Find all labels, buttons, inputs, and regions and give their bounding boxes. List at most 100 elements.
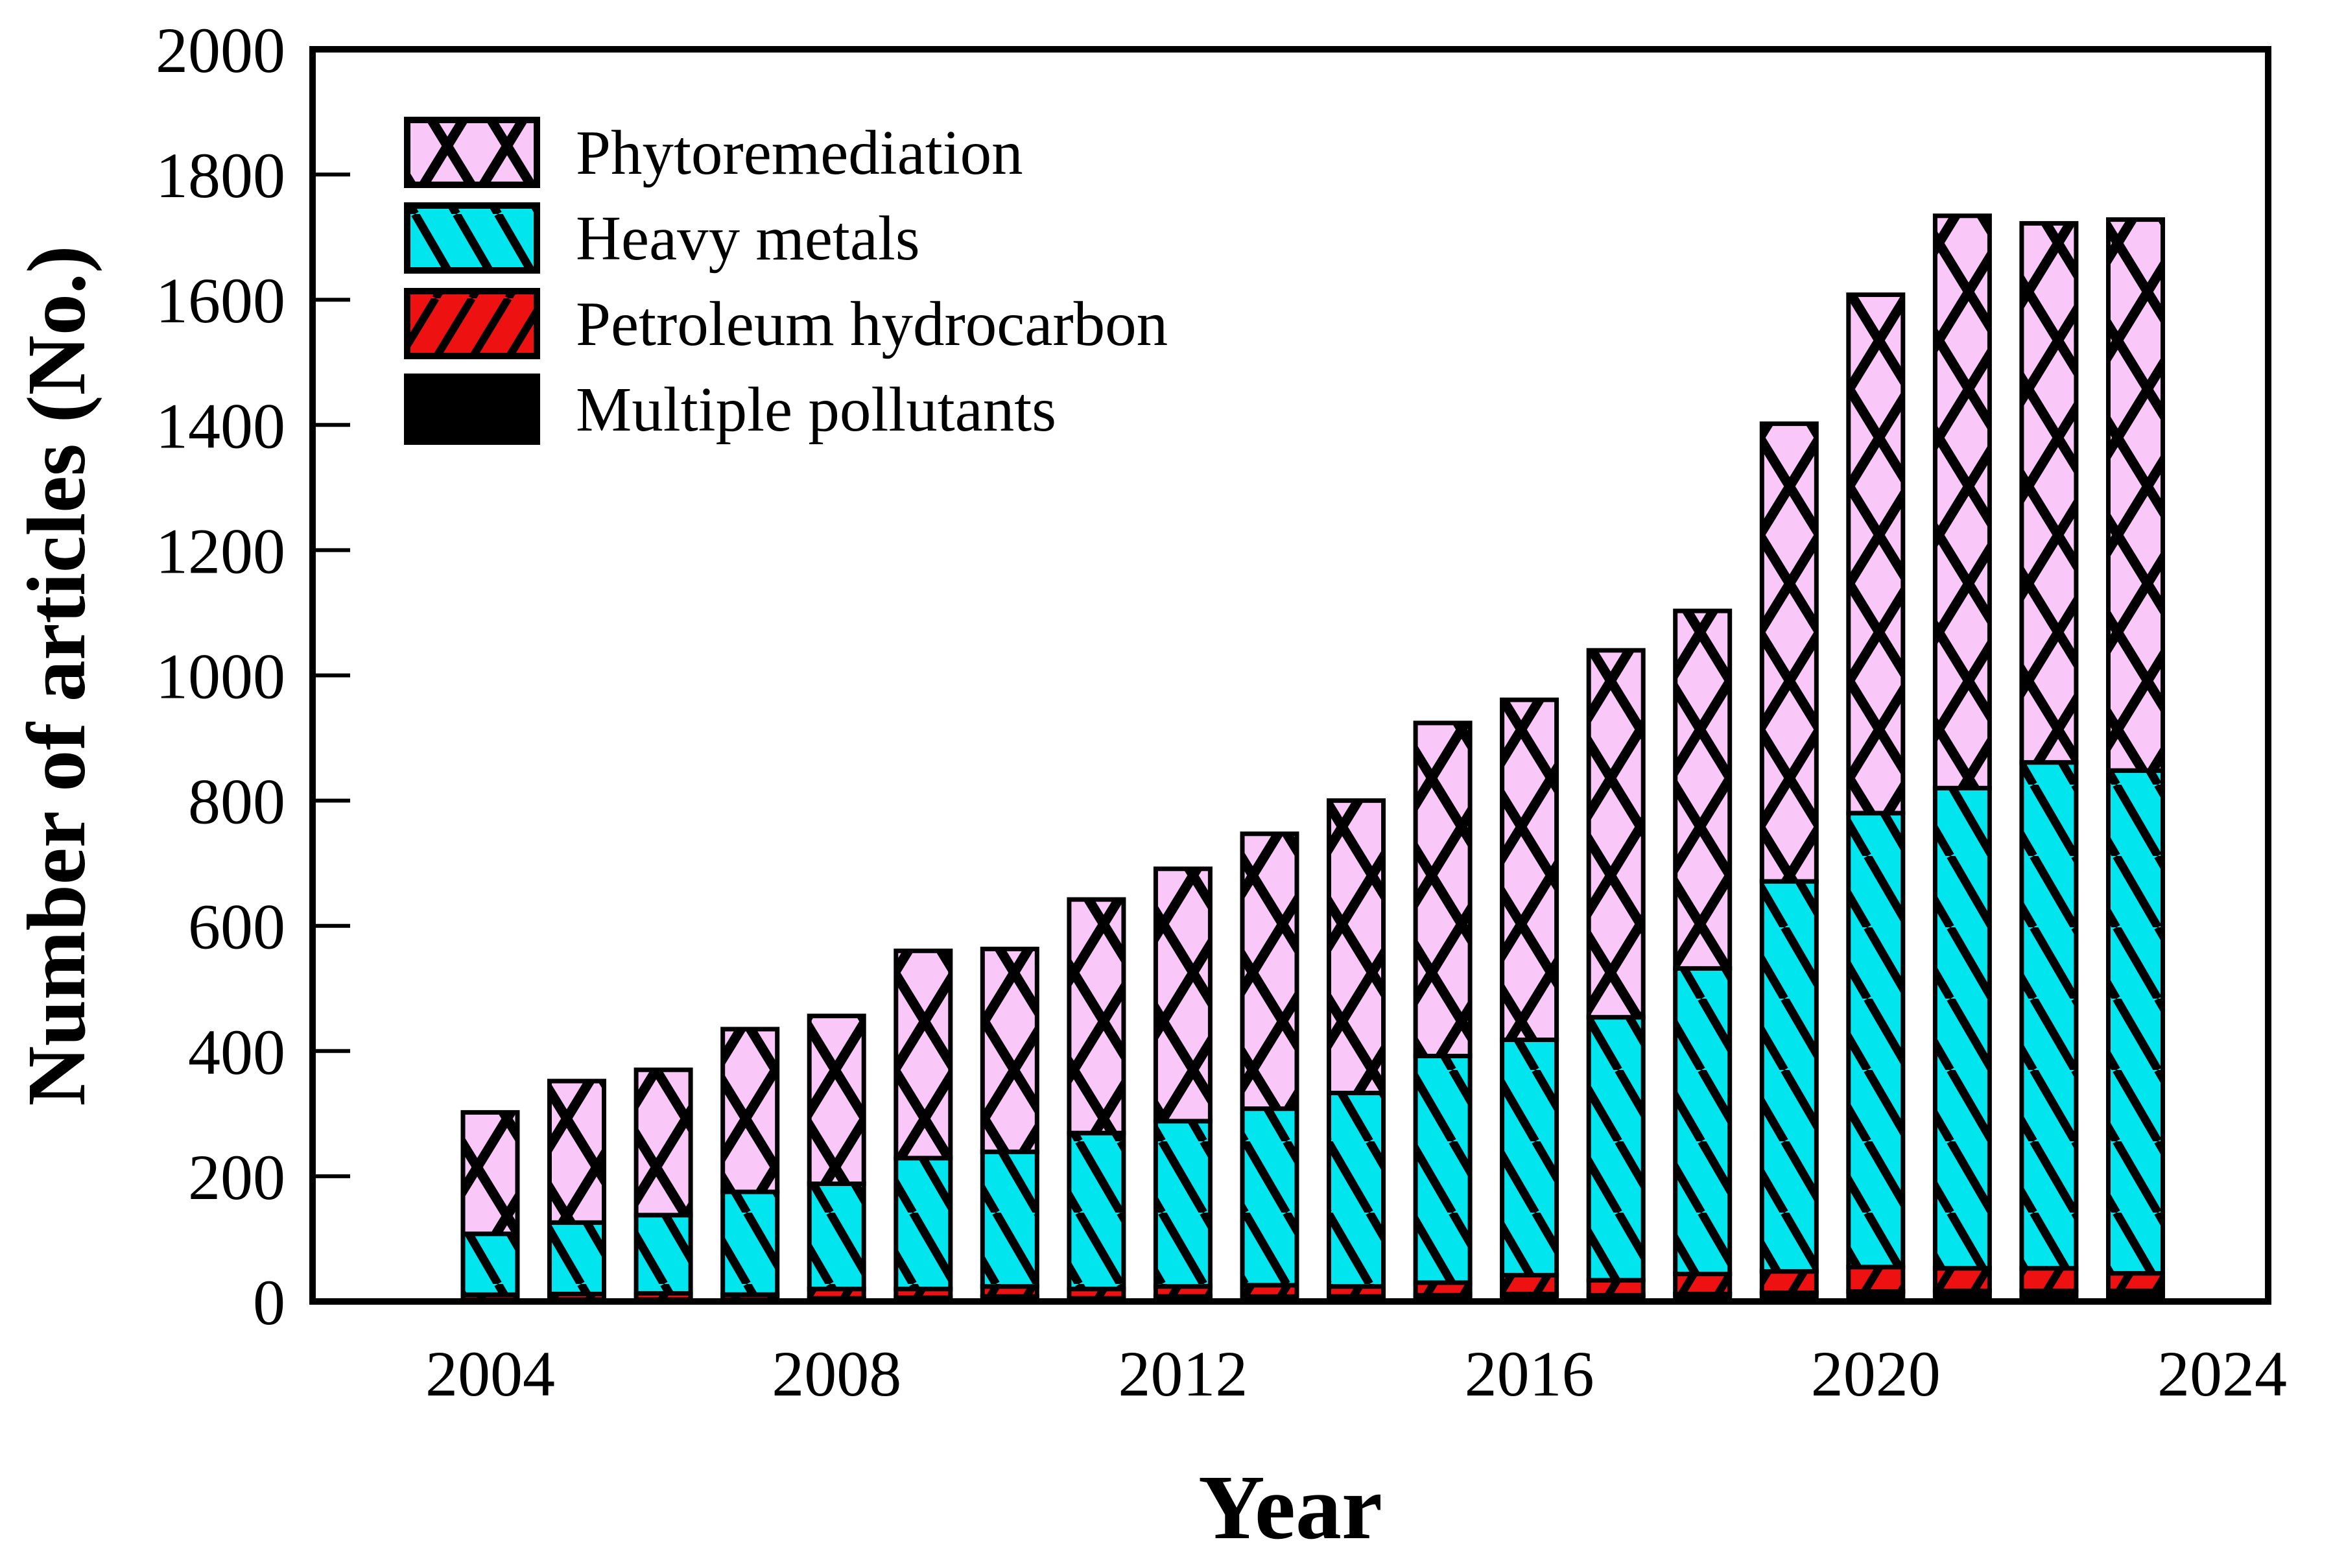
bar-2004-segment-heavy-metals — [460, 1231, 520, 1297]
x-tick-label-2020: 2020 — [1811, 1338, 1941, 1410]
bar-2015-segment-heavy-metals — [1413, 1054, 1473, 1285]
bar-2021-segment-phytoremediation — [1932, 213, 1992, 790]
bar-2009-segment-heavy-metals — [894, 1156, 953, 1292]
bar-2006-segment-phytoremediation — [634, 1067, 693, 1218]
x-axis-tick-labels: 2004 2008 2012 2016 2020 2024 — [425, 1338, 2287, 1410]
y-tick-label-1800: 1800 — [156, 139, 285, 211]
bar-2005-segment-phytoremediation — [547, 1078, 606, 1225]
bar-2018-segment-phytoremediation — [1673, 608, 1733, 971]
bar-2020-segment-petroleum-hydrocarbon — [1846, 1265, 1906, 1294]
bar-2013-segment-heavy-metals — [1240, 1106, 1299, 1288]
bar-2015 — [1413, 720, 1473, 1304]
legend-label-multiple-pollutants: Multiple pollutants — [576, 375, 1056, 444]
bar-2023 — [2106, 217, 2165, 1304]
bar-2022-segment-petroleum-hydrocarbon — [2019, 1266, 2079, 1294]
bar-2007 — [720, 1027, 780, 1304]
bar-2011-segment-phytoremediation — [1067, 897, 1126, 1135]
y-tick-label-400: 400 — [188, 1016, 285, 1088]
bar-2018-segment-petroleum-hydrocarbon — [1673, 1272, 1733, 1296]
bar-2019-segment-petroleum-hydrocarbon — [1759, 1269, 1819, 1295]
bar-2004-segment-phytoremediation — [460, 1110, 520, 1237]
y-tick-label-0: 0 — [253, 1266, 285, 1338]
bar-2022-segment-phytoremediation — [2019, 220, 2079, 765]
y-tick-label-600: 600 — [188, 891, 285, 963]
bar-2011 — [1067, 897, 1126, 1304]
legend-item-heavy-metals: Heavy metals — [404, 202, 920, 274]
bar-2004 — [460, 1110, 520, 1304]
legend-item-multiple-pollutants: Multiple pollutants — [404, 374, 1056, 445]
bar-2015-segment-phytoremediation — [1413, 720, 1473, 1058]
bar-2013 — [1240, 831, 1299, 1304]
bar-2013-segment-phytoremediation — [1240, 831, 1299, 1111]
bar-2011-segment-heavy-metals — [1067, 1130, 1126, 1292]
x-tick-label-2008: 2008 — [772, 1338, 901, 1410]
bar-2014-segment-heavy-metals — [1327, 1091, 1386, 1289]
bar-2005 — [547, 1078, 606, 1304]
x-tick-label-2016: 2016 — [1465, 1338, 1594, 1410]
legend: Phytoremediation Heavy metals Petroleum hy… — [404, 117, 1168, 445]
bar-2008-segment-heavy-metals — [807, 1182, 866, 1292]
legend-swatch-slash — [404, 288, 540, 359]
bar-2021-segment-heavy-metals — [1932, 785, 1992, 1271]
legend-swatch-solid — [404, 374, 540, 445]
y-tick-label-800: 800 — [188, 766, 285, 838]
plot-frame — [309, 46, 2271, 1305]
bar-2017-segment-phytoremediation — [1586, 648, 1646, 1020]
bar-2012 — [1153, 866, 1213, 1304]
y-tick-label-2000: 2000 — [156, 14, 285, 86]
x-axis-title: Year — [1198, 1456, 1382, 1558]
bar-2016-segment-phytoremediation — [1500, 697, 1559, 1042]
bar-2020 — [1846, 292, 1906, 1304]
bar-2005-segment-heavy-metals — [547, 1220, 606, 1296]
bar-2020-segment-heavy-metals — [1846, 811, 1906, 1270]
bar-2016-segment-heavy-metals — [1500, 1037, 1559, 1277]
y-axis-title: Number of articles (No.) — [10, 245, 102, 1106]
bar-2018 — [1673, 608, 1733, 1304]
bar-2017-segment-heavy-metals — [1586, 1015, 1646, 1283]
legend-label-heavy-metals: Heavy metals — [576, 204, 920, 273]
y-tick-label-1000: 1000 — [156, 641, 285, 713]
bar-2023-segment-petroleum-hydrocarbon — [2106, 1271, 2165, 1294]
x-tick-label-2024: 2024 — [2157, 1338, 2287, 1410]
legend-item-petroleum-hydrocarbon: Petroleum hydrocarbon — [404, 288, 1168, 359]
bar-2020-segment-phytoremediation — [1846, 292, 1906, 816]
x-tick-label-2012: 2012 — [1118, 1338, 1248, 1410]
legend-swatch-crosshatch — [404, 117, 540, 188]
bar-2023-segment-phytoremediation — [2106, 217, 2165, 773]
bar-2010-segment-phytoremediation — [980, 946, 1039, 1154]
bar-2009 — [894, 948, 953, 1304]
bar-2021-segment-petroleum-hydrocarbon — [1932, 1266, 1992, 1294]
legend-item-phytoremediation: Phytoremediation — [404, 117, 1023, 188]
bar-2012-segment-heavy-metals — [1153, 1119, 1213, 1289]
y-tick-label-200: 200 — [188, 1141, 285, 1213]
bar-2019-segment-heavy-metals — [1759, 879, 1819, 1274]
legend-label-phytoremediation: Phytoremediation — [576, 118, 1023, 187]
bar-2006 — [634, 1067, 693, 1304]
bar-2014-segment-phytoremediation — [1327, 798, 1386, 1095]
bar-2014 — [1327, 798, 1386, 1304]
bar-2019 — [1759, 421, 1819, 1304]
bar-2016 — [1500, 697, 1559, 1304]
x-tick-label-2004: 2004 — [425, 1338, 555, 1410]
bar-2007-segment-heavy-metals — [720, 1189, 780, 1297]
y-tick-label-1600: 1600 — [156, 265, 285, 337]
bar-2010-segment-heavy-metals — [980, 1149, 1039, 1289]
bar-2008-segment-phytoremediation — [807, 1014, 866, 1186]
bar-2022-segment-heavy-metals — [2019, 760, 2079, 1271]
bar-2012-segment-phytoremediation — [1153, 866, 1213, 1124]
bars-group — [460, 213, 2165, 1304]
bar-2009-segment-phytoremediation — [894, 948, 953, 1161]
bar-2016-segment-petroleum-hydrocarbon — [1500, 1272, 1559, 1296]
legend-swatch-backslash — [404, 202, 540, 274]
bar-2017 — [1586, 648, 1646, 1304]
bar-2006-segment-heavy-metals — [634, 1213, 693, 1296]
bar-2023-segment-heavy-metals — [2106, 768, 2165, 1276]
bar-2007-segment-phytoremediation — [720, 1027, 780, 1194]
bar-2021 — [1932, 213, 1992, 1304]
y-axis-ticks — [316, 172, 350, 1178]
bar-2008 — [807, 1014, 866, 1304]
bar-2010 — [980, 946, 1039, 1304]
bar-2018-segment-heavy-metals — [1673, 966, 1733, 1277]
